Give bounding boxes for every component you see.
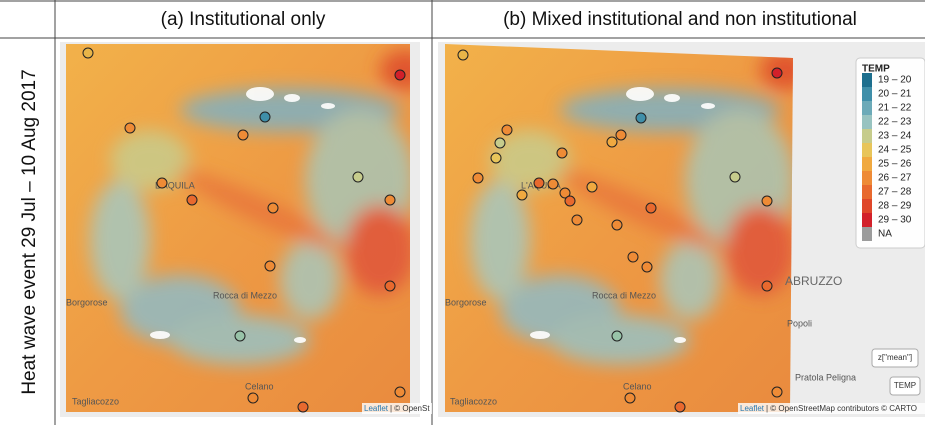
legend-swatch (862, 199, 872, 213)
legend-label: 29 – 30 (878, 215, 912, 226)
legend-label: 26 – 27 (878, 173, 912, 184)
legend-swatch (862, 185, 872, 199)
place-label: Pratola Peligna (795, 372, 856, 382)
legend-label: 24 – 25 (878, 145, 912, 156)
row-label: Heat wave event 29 Jul – 10 Aug 2017 (19, 69, 40, 394)
attribution-link[interactable]: Leaflet (364, 404, 389, 413)
place-label: Celano (623, 381, 652, 391)
layer-button-label[interactable]: z["mean"] (878, 353, 912, 362)
column-title: (b) Mixed institutional and non institut… (503, 9, 857, 30)
legend-swatch (862, 101, 872, 115)
legend-swatch (862, 227, 872, 241)
legend-label: 20 – 21 (878, 89, 912, 100)
figure: (a) Institutional only (b) Mixed institu… (0, 0, 925, 425)
place-label: ABRUZZO (785, 274, 842, 288)
legend-swatch (862, 129, 872, 143)
place-label: Celano (245, 381, 274, 391)
map-b: L'AQUILA Rocca di Mezzo Borgorose Taglia… (438, 40, 925, 420)
legend-label: 27 – 28 (878, 187, 912, 198)
legend: TEMP 19 – 20 20 – 21 21 – 22 22 – 23 23 – 24… (856, 58, 925, 248)
place-label: Borgorose (445, 297, 487, 307)
legend-swatch (862, 157, 872, 171)
place-label: Borgorose (66, 297, 108, 307)
attribution-link[interactable]: Leaflet (740, 404, 765, 413)
legend-label: 22 – 23 (878, 117, 912, 128)
legend-label: 25 – 26 (878, 159, 912, 170)
legend-label: 23 – 24 (878, 131, 912, 142)
place-label: Rocca di Mezzo (592, 290, 656, 300)
attribution: | © OpenSt (390, 404, 430, 413)
legend-swatch (862, 87, 872, 101)
legend-swatch (862, 171, 872, 185)
legend-label: 19 – 20 (878, 75, 912, 86)
place-label: Tagliacozzo (450, 396, 497, 406)
attribution: | © OpenStreetMap contributors © CARTO (766, 404, 917, 413)
legend-swatch (862, 73, 872, 87)
legend-label: 28 – 29 (878, 201, 912, 212)
layer-button-label[interactable]: TEMP (894, 381, 916, 390)
legend-swatch (862, 143, 872, 157)
legend-title: TEMP (862, 64, 890, 75)
legend-swatch (862, 115, 872, 129)
map-a: L'AQUILA Rocca di Mezzo Borgorose Taglia… (60, 40, 432, 420)
place-label: Tagliacozzo (72, 396, 119, 406)
legend-label: 21 – 22 (878, 103, 912, 114)
place-label: Rocca di Mezzo (213, 290, 277, 300)
legend-label: NA (878, 229, 892, 240)
column-title: (a) Institutional only (161, 9, 326, 30)
place-label: Popoli (787, 318, 812, 328)
legend-swatch (862, 213, 872, 227)
